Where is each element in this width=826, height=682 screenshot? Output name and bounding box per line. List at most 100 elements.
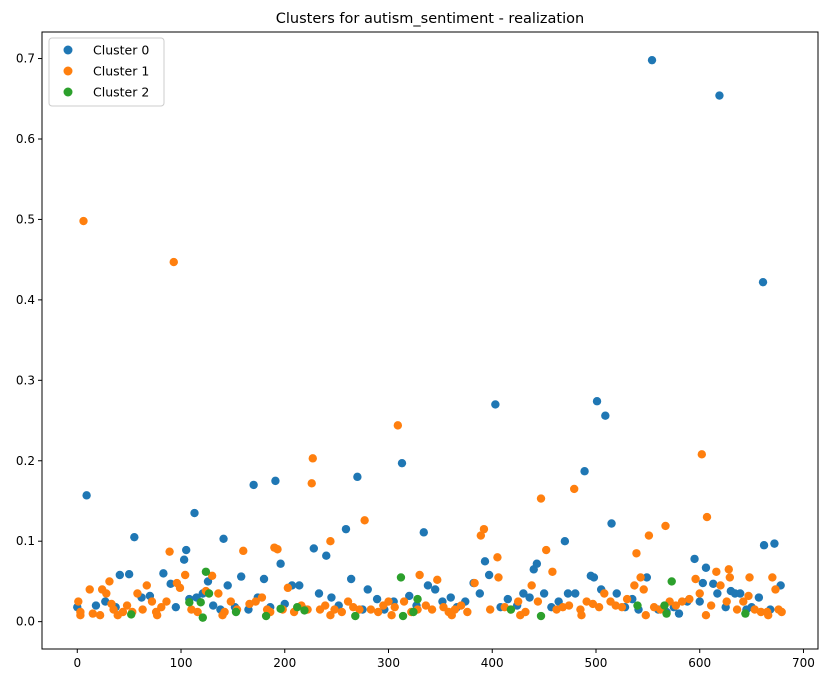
- point-cluster-0-50: [397, 458, 407, 468]
- chart-title: Clusters for autism_sentiment - realizat…: [276, 11, 584, 27]
- x-tick-label-7: 700: [792, 656, 815, 670]
- point-cluster-1-30: [214, 589, 223, 598]
- point-cluster-1-132: [768, 573, 777, 582]
- point-cluster-1-68: [427, 605, 437, 614]
- point-cluster-1-130: [756, 607, 766, 617]
- point-cluster-1-56: [360, 516, 369, 525]
- x-tick-label-3: 300: [377, 656, 400, 670]
- point-cluster-1-128: [745, 573, 754, 582]
- point-cluster-2-22: [741, 609, 750, 618]
- point-cluster-1-124: [725, 573, 735, 582]
- point-cluster-1-76: [476, 531, 486, 540]
- point-cluster-1-102: [622, 594, 632, 604]
- point-cluster-1-61: [390, 602, 399, 612]
- point-cluster-1-55: [355, 605, 364, 614]
- point-cluster-1-113: [677, 597, 687, 606]
- point-cluster-1-57: [366, 605, 376, 614]
- point-cluster-0-85: [612, 589, 621, 598]
- point-cluster-1-87: [536, 494, 546, 503]
- point-cluster-1-0: [74, 597, 83, 606]
- point-cluster-0-109: [754, 593, 764, 602]
- point-cluster-0-20: [208, 601, 218, 610]
- point-cluster-1-14: [133, 589, 142, 598]
- point-cluster-1-24: [175, 583, 185, 593]
- point-cluster-1-137: [107, 599, 116, 609]
- point-cluster-1-60: [384, 597, 393, 606]
- point-cluster-2-15: [413, 594, 422, 604]
- legend-marker-1: [63, 66, 73, 76]
- point-cluster-2-7: [261, 611, 271, 621]
- point-cluster-0-12: [171, 602, 181, 612]
- point-cluster-1-36: [251, 597, 260, 606]
- point-cluster-0-31: [271, 476, 280, 486]
- point-cluster-2-11: [351, 611, 360, 621]
- point-cluster-0-101: [713, 589, 722, 598]
- point-cluster-0-43: [346, 574, 356, 584]
- point-cluster-1-136: [76, 607, 85, 617]
- point-cluster-0-14: [182, 545, 191, 555]
- point-cluster-2-18: [633, 601, 642, 610]
- point-cluster-2-2: [196, 598, 205, 607]
- point-cluster-0-71: [532, 559, 542, 568]
- point-cluster-1-8: [105, 577, 114, 586]
- y-tick-label-3: 0.3: [16, 373, 35, 387]
- point-cluster-2-16: [506, 605, 516, 614]
- point-cluster-1-122: [722, 597, 731, 606]
- x-tick-label-1: 100: [170, 656, 193, 670]
- point-cluster-0-38: [314, 589, 324, 598]
- point-cluster-1-88: [541, 545, 551, 555]
- point-cluster-0-13: [179, 555, 189, 564]
- point-cluster-0-62: [480, 557, 490, 566]
- point-cluster-0-98: [698, 578, 708, 588]
- point-cluster-1-40: [273, 545, 282, 554]
- point-cluster-1-42: [283, 583, 293, 593]
- point-cluster-1-62: [393, 421, 403, 430]
- point-cluster-2-14: [409, 607, 418, 617]
- point-cluster-0-46: [363, 585, 372, 594]
- x-tick-label-5: 500: [585, 656, 608, 670]
- point-cluster-2-8: [276, 604, 285, 613]
- point-cluster-0-7: [130, 532, 139, 542]
- point-cluster-0-25: [236, 572, 246, 581]
- point-cluster-0-83: [601, 411, 610, 420]
- point-cluster-1-112: [671, 601, 681, 610]
- point-cluster-1-89: [548, 567, 557, 576]
- point-cluster-1-46: [307, 479, 316, 488]
- point-cluster-0-61: [475, 589, 484, 598]
- point-cluster-0-27: [249, 480, 258, 490]
- y-tick-label-6: 0.6: [16, 132, 35, 146]
- point-cluster-0-37: [309, 544, 319, 553]
- x-tick-label-4: 400: [481, 656, 504, 670]
- point-cluster-0-44: [353, 472, 362, 482]
- x-tick-label-6: 600: [688, 656, 711, 670]
- point-cluster-0-47: [372, 594, 382, 604]
- x-tick-label-0: 0: [73, 656, 81, 670]
- point-cluster-0-100: [709, 579, 718, 589]
- point-cluster-0-32: [276, 559, 285, 568]
- point-cluster-0-97: [695, 597, 704, 606]
- point-cluster-0-35: [295, 581, 304, 590]
- point-cluster-1-105: [636, 573, 645, 582]
- points-layer: [73, 55, 786, 622]
- point-cluster-1-123: [724, 565, 733, 574]
- point-cluster-1-75: [470, 578, 479, 588]
- point-cluster-1-127: [744, 591, 753, 601]
- point-cluster-1-19: [157, 602, 166, 612]
- point-cluster-0-16: [190, 508, 199, 518]
- point-cluster-1-29: [207, 571, 217, 580]
- point-cluster-0-111: [759, 541, 769, 550]
- point-cluster-1-135: [777, 607, 786, 617]
- point-cluster-1-120: [712, 567, 721, 576]
- point-cluster-2-12: [396, 573, 406, 582]
- legend-marker-0: [63, 45, 73, 55]
- point-cluster-1-144: [516, 611, 525, 620]
- point-cluster-1-147: [701, 611, 711, 620]
- point-cluster-1-34: [239, 546, 248, 556]
- legend-label-1: Cluster 1: [93, 64, 149, 79]
- point-cluster-1-115: [691, 574, 700, 584]
- point-cluster-1-139: [218, 611, 227, 620]
- point-cluster-0-54: [423, 581, 433, 590]
- point-cluster-0-90: [647, 55, 657, 65]
- point-cluster-1-119: [706, 601, 716, 610]
- point-cluster-1-117: [697, 450, 707, 459]
